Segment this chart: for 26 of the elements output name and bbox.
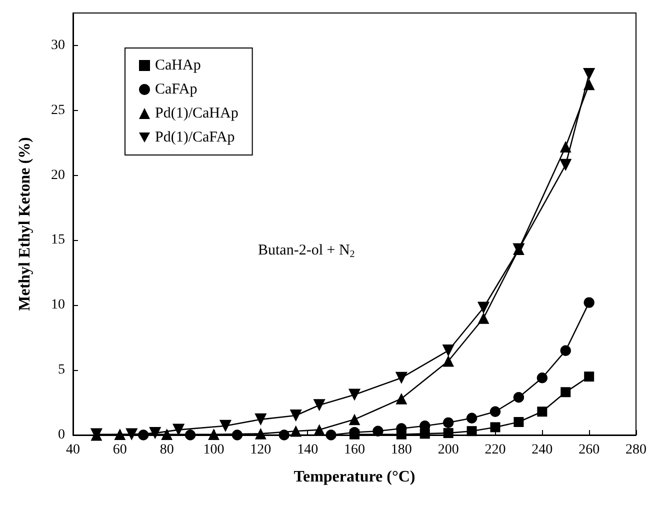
x-tick-label: 120: [250, 442, 272, 458]
legend-label: Pd(1)/CaHAp: [155, 106, 238, 122]
y-axis-title: Methyl Ethyl Ketone (%): [16, 137, 34, 311]
x-tick-label: 160: [344, 442, 365, 458]
x-tick-label: 80: [160, 442, 174, 458]
legend-label: CaHAp: [155, 58, 201, 74]
x-tick-label: 240: [532, 442, 553, 458]
x-tick-label: 220: [484, 442, 506, 458]
y-tick-label: 20: [51, 168, 65, 183]
y-tick-label: 5: [58, 362, 65, 378]
y-tick-label: 25: [51, 102, 65, 118]
x-tick-label: 180: [390, 442, 412, 458]
y-tick-label: 10: [51, 298, 65, 313]
x-tick-label: 260: [578, 442, 600, 458]
legend-label: CaFAp: [155, 82, 198, 98]
x-tick-label: 100: [203, 442, 224, 458]
x-tick-label: 60: [112, 442, 127, 458]
x-tick-label: 280: [626, 442, 646, 458]
y-tick-label: 30: [51, 38, 65, 53]
y-tick-label: 0: [58, 428, 65, 442]
y-tick-label: 15: [51, 232, 65, 248]
x-tick-label: 140: [297, 442, 318, 458]
x-tick-label: 40: [66, 442, 80, 458]
x-tick-label: 200: [438, 442, 459, 458]
x-axis-title: Temperature (°C): [294, 468, 416, 486]
legend-label: Pd(1)/CaFAp: [155, 130, 235, 146]
